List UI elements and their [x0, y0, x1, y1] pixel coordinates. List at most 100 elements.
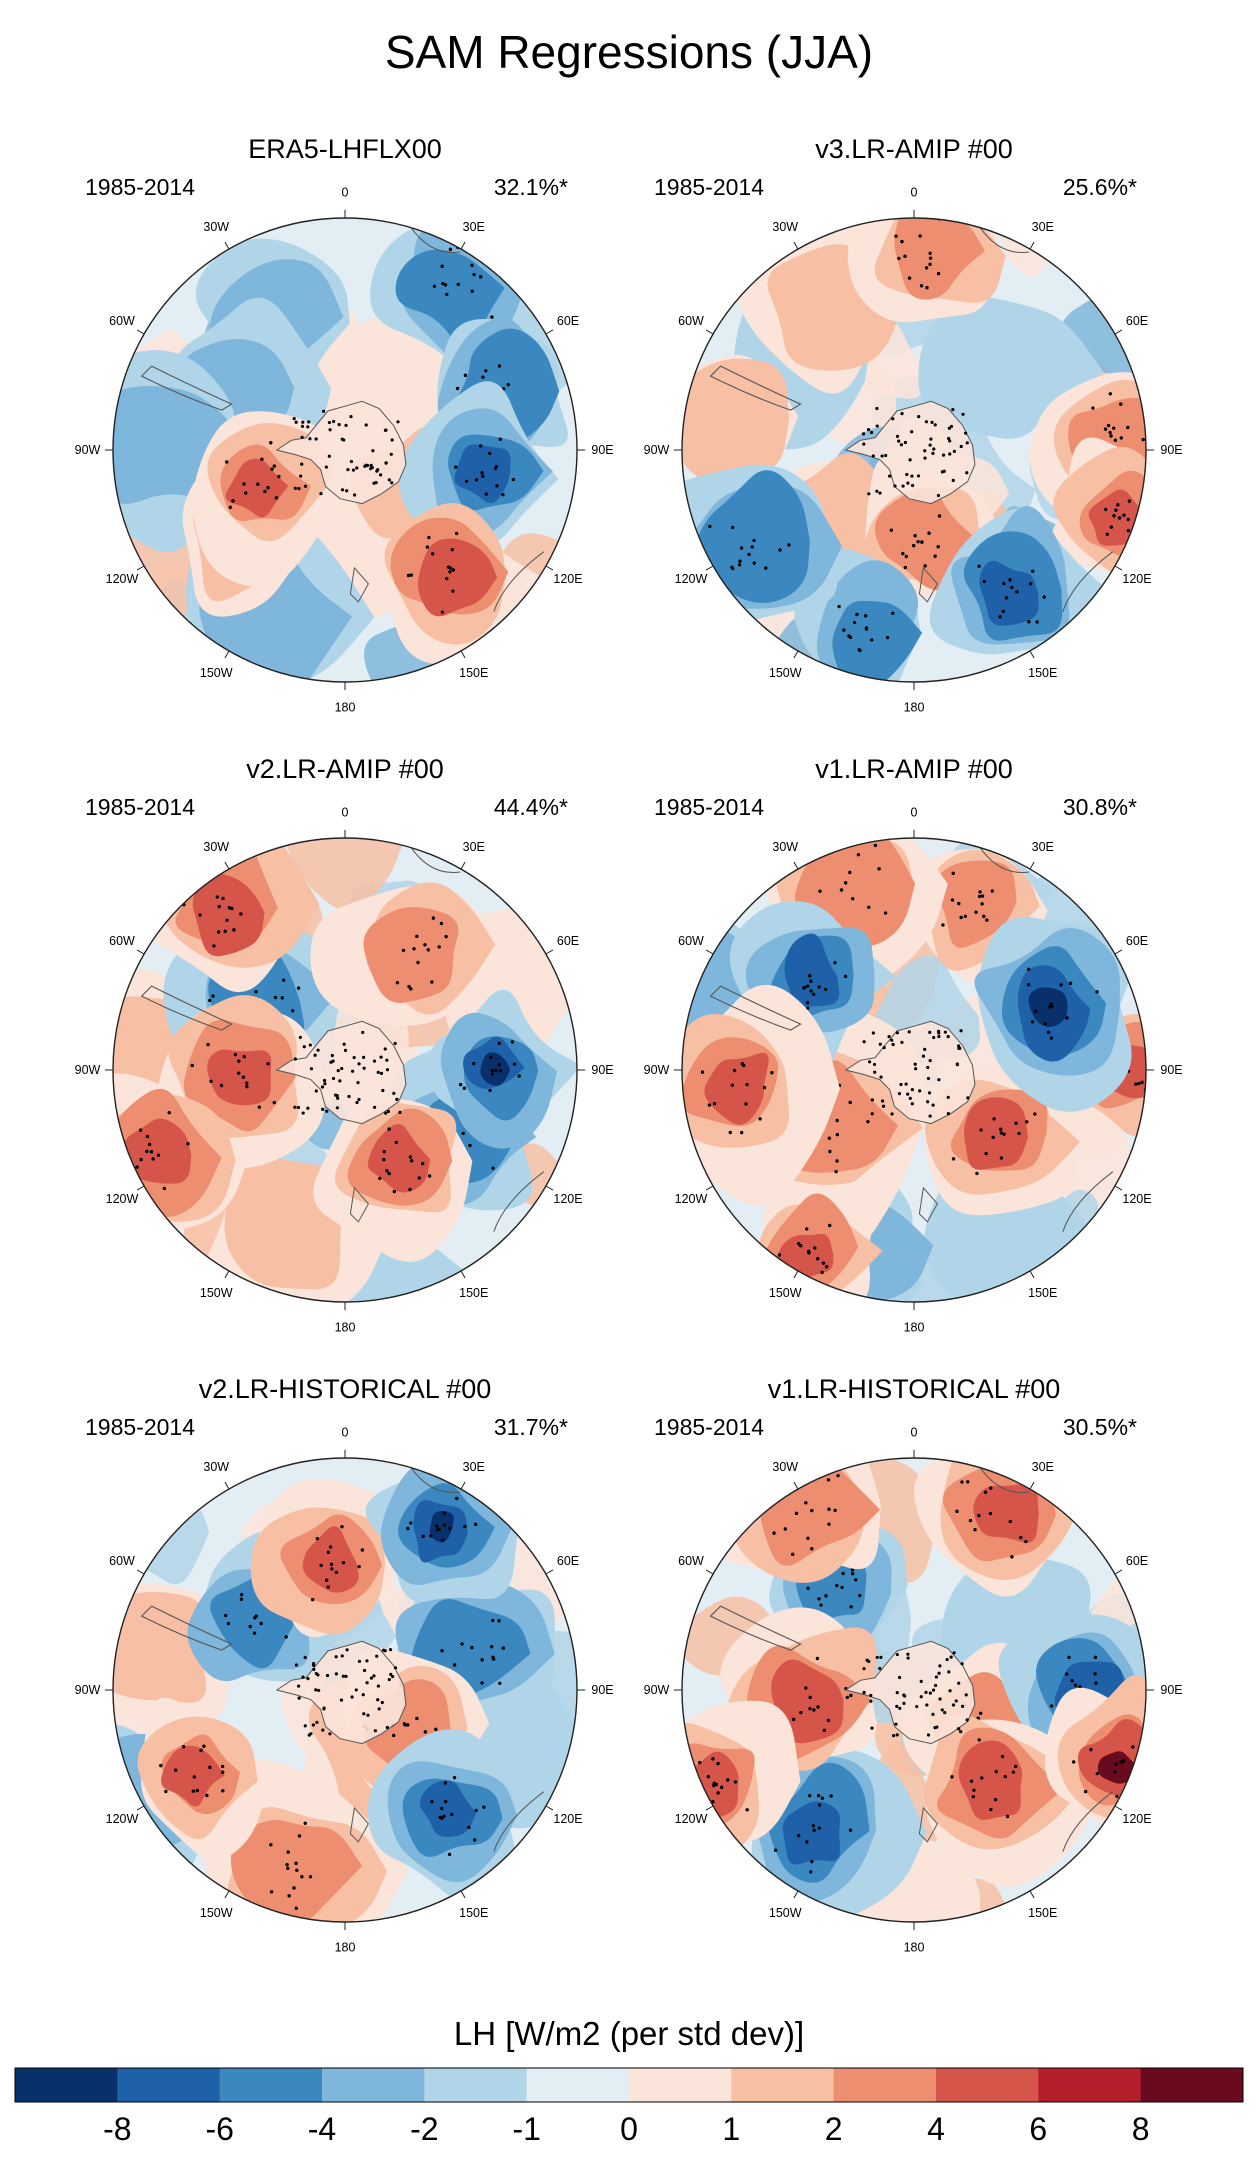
- significance-dot: [1000, 1754, 1005, 1759]
- significance-dot: [1030, 1020, 1035, 1024]
- significance-dot: [350, 1069, 355, 1073]
- significance-dot: [928, 1114, 932, 1118]
- significance-dot: [379, 473, 383, 477]
- significance-dot: [979, 1128, 983, 1132]
- significance-dot: [835, 1583, 839, 1588]
- significance-dot: [1042, 595, 1046, 599]
- significance-dot: [948, 1689, 952, 1693]
- significance-dot: [292, 417, 296, 421]
- significance-dot: [406, 1723, 410, 1727]
- significance-dot: [959, 444, 963, 449]
- significance-dot: [362, 1668, 367, 1673]
- significance-dot: [1093, 1655, 1098, 1660]
- longitude-tick: [1029, 241, 1035, 250]
- significance-dot: [471, 1061, 476, 1066]
- significance-dot: [936, 493, 941, 498]
- longitude-tick: [224, 861, 230, 870]
- significance-dot: [506, 382, 511, 387]
- significance-dot: [926, 1076, 931, 1081]
- significance-dot: [293, 486, 297, 490]
- significance-dot: [352, 493, 357, 497]
- significance-dot: [819, 1603, 823, 1607]
- significance-dot: [461, 1131, 465, 1136]
- significance-dot: [897, 256, 901, 261]
- significance-dot: [323, 1082, 327, 1086]
- africa-coastline: [978, 225, 1030, 254]
- significance-dot: [221, 1770, 225, 1774]
- colorbar-title: LH [W/m2 (per std dev)]: [454, 2015, 804, 2052]
- significance-dot: [1026, 967, 1031, 971]
- significance-dot: [821, 1261, 826, 1265]
- significance-dot: [384, 428, 388, 432]
- significance-dot: [510, 1040, 515, 1044]
- significance-dot: [955, 1062, 959, 1066]
- significance-dot: [337, 423, 341, 427]
- significance-dot: [853, 1578, 858, 1582]
- longitude-label: 150W: [200, 1286, 233, 1300]
- significance-dot: [884, 453, 888, 458]
- longitude-tick: [1114, 1569, 1123, 1575]
- longitude-label: 0: [342, 1425, 349, 1439]
- significance-dot: [434, 1727, 438, 1732]
- significance-dot: [851, 897, 855, 901]
- significance-dot: [501, 492, 505, 497]
- significance-dot: [903, 440, 907, 445]
- longitude-tick: [705, 565, 714, 571]
- longitude-label: 120E: [553, 1192, 582, 1206]
- significance-dot: [931, 1688, 936, 1692]
- significance-dot: [1091, 406, 1095, 410]
- significance-dot: [828, 1149, 832, 1154]
- significance-dot: [773, 1848, 778, 1852]
- longitude-label: 60W: [678, 314, 704, 328]
- longitude-tick: [1114, 329, 1123, 335]
- significance-dot: [442, 1511, 447, 1515]
- significance-dot: [314, 1089, 318, 1093]
- significance-dot: [409, 987, 413, 991]
- significance-dot: [973, 1527, 977, 1532]
- significance-dot: [1141, 437, 1145, 442]
- significance-dot: [712, 1783, 716, 1788]
- significance-dot: [923, 564, 927, 568]
- map-panel: v1.LR-AMIP #00 1985-2014 30.8%* 0 30E 60E 90E 1…: [644, 754, 1183, 1335]
- significance-dot: [191, 1789, 196, 1793]
- longitude-label: 30E: [1032, 840, 1054, 854]
- longitude-label: 0: [342, 805, 349, 819]
- significance-dot: [871, 454, 875, 458]
- significance-dot: [319, 1563, 323, 1568]
- significance-dot: [458, 1082, 463, 1087]
- significance-dot: [239, 1597, 244, 1602]
- significance-dot: [452, 1663, 457, 1667]
- significance-dot: [925, 1100, 930, 1104]
- longitude-tick: [136, 949, 145, 955]
- significance-dot: [470, 289, 474, 293]
- significance-dot: [297, 486, 301, 491]
- longitude-tick: [793, 1481, 799, 1490]
- significance-dot: [314, 437, 318, 441]
- significance-dot: [1113, 1770, 1117, 1774]
- significance-dot: [991, 1135, 995, 1140]
- significance-dot: [409, 573, 414, 577]
- significance-dot: [372, 1674, 376, 1678]
- significance-dot: [190, 1063, 194, 1068]
- longitude-label: 90E: [1160, 1063, 1182, 1077]
- significance-dot: [858, 1593, 862, 1598]
- longitude-label: 90E: [591, 443, 613, 457]
- longitude-label: 90W: [75, 443, 101, 457]
- significance-dot: [512, 1062, 517, 1066]
- longitude-tick: [545, 565, 554, 571]
- significance-dot: [916, 474, 921, 478]
- longitude-tick: [1114, 1805, 1123, 1811]
- significance-dot: [467, 1825, 471, 1829]
- significance-dot: [336, 1096, 340, 1100]
- anomaly-contour: [782, 1801, 841, 1865]
- significance-dot: [992, 1117, 996, 1121]
- longitude-tick: [793, 1270, 799, 1279]
- significance-dot: [450, 547, 454, 552]
- significance-dot: [334, 1570, 339, 1575]
- significance-dot: [429, 1534, 433, 1538]
- significance-dot: [316, 1048, 320, 1052]
- significance-dot: [1004, 596, 1009, 600]
- significance-dot: [232, 928, 236, 932]
- longitude-label: 120W: [106, 572, 139, 586]
- significance-dot: [833, 961, 837, 965]
